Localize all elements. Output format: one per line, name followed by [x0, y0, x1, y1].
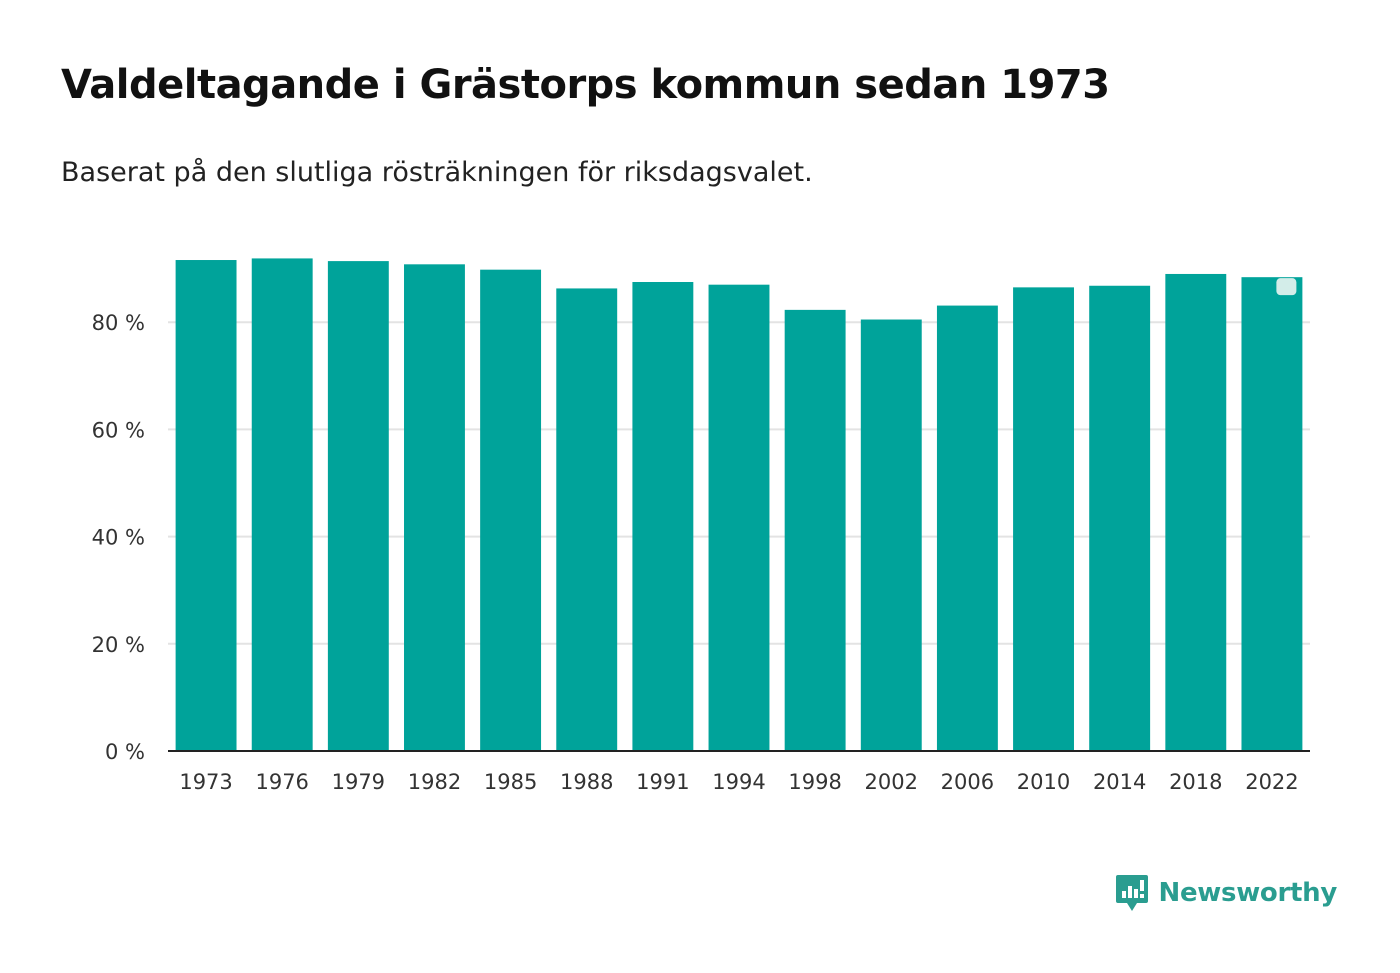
x-tick-label: 2022	[1245, 770, 1298, 794]
y-tick-label: 80 %	[92, 311, 145, 335]
x-tick-label: 2006	[941, 770, 994, 794]
newsworthy-logo-icon	[1115, 873, 1149, 913]
bar-1973	[176, 260, 237, 751]
y-tick-label: 0 %	[105, 740, 145, 764]
bar-1988	[556, 288, 617, 751]
bar-1979	[328, 261, 389, 751]
latest-value-marker	[1276, 278, 1296, 295]
x-tick-label: 1979	[332, 770, 385, 794]
bar-chart: 0 % 20 % 40 % 60 % 80 % 1973 1976 1979 1982 1985 1…	[0, 0, 1400, 973]
x-tick-label: 2014	[1093, 770, 1146, 794]
bar-1994	[709, 285, 770, 751]
x-tick-label: 1973	[179, 770, 232, 794]
x-tick-label: 1985	[484, 770, 537, 794]
y-tick-label: 20 %	[92, 633, 145, 657]
bar-2018	[1165, 274, 1226, 751]
bars	[176, 258, 1303, 751]
bar-1976	[252, 258, 313, 751]
x-tick-label: 2002	[865, 770, 918, 794]
x-tick-label: 1976	[255, 770, 308, 794]
bar-2002	[861, 320, 922, 751]
y-tick-label: 40 %	[92, 526, 145, 550]
brand-logo: Newsworthy	[1115, 873, 1337, 913]
bar-1982	[404, 264, 465, 751]
x-tick-label: 2018	[1169, 770, 1222, 794]
bar-2022	[1241, 277, 1302, 751]
x-tick-label: 1991	[636, 770, 689, 794]
x-tick-label: 1994	[712, 770, 765, 794]
x-tick-label: 1982	[408, 770, 461, 794]
y-tick-label: 60 %	[92, 418, 145, 442]
brand-name: Newsworthy	[1159, 878, 1337, 908]
bar-1998	[785, 310, 846, 751]
x-tick-label: 1988	[560, 770, 613, 794]
x-tick-label: 2010	[1017, 770, 1070, 794]
bar-1985	[480, 270, 541, 751]
bar-2014	[1089, 286, 1150, 751]
bar-2010	[1013, 287, 1074, 751]
bar-2006	[937, 306, 998, 751]
x-tick-label: 1998	[788, 770, 841, 794]
bar-1991	[632, 282, 693, 751]
